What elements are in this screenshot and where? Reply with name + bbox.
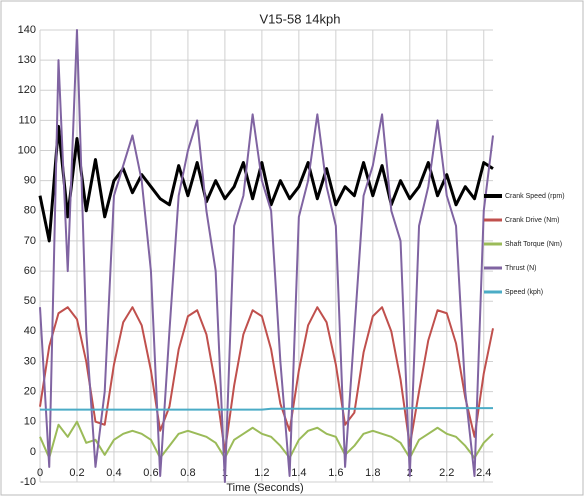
- series-line: [39, 306, 494, 453]
- y-tick-label: 90: [24, 175, 36, 187]
- x-tick-label: 1.8: [365, 467, 380, 479]
- chart-title: V15-58 14kph: [260, 11, 341, 26]
- x-tick-label: 1.2: [254, 467, 269, 479]
- y-tick-label: 140: [18, 24, 36, 36]
- y-tick-label: 30: [24, 355, 36, 367]
- y-tick-label: -10: [20, 476, 36, 488]
- x-tick-label: 1.4: [291, 467, 306, 479]
- series-line: [39, 29, 494, 483]
- legend-label: Crank Speed (rpm): [505, 193, 565, 200]
- legend-label: Thrust (N): [505, 265, 537, 272]
- x-tick-label: 2.2: [439, 467, 454, 479]
- x-tick-label: 0.8: [180, 467, 195, 479]
- legend-label: Speed (kph): [505, 289, 543, 296]
- y-tick-label: 50: [24, 295, 36, 307]
- series-line: [40, 407, 493, 411]
- y-tick-label: 100: [18, 144, 36, 156]
- legend-label: Crank Drive (Nm): [505, 217, 559, 224]
- x-axis-label: Time (Seconds): [226, 482, 303, 494]
- series-line: [39, 420, 494, 459]
- y-tick-label: 120: [18, 84, 36, 96]
- x-tick-label: 0.2: [69, 467, 84, 479]
- y-tick-label: 20: [24, 386, 36, 398]
- legend-label: Shaft Torque (Nm): [505, 241, 562, 248]
- y-tick-label: 40: [24, 325, 36, 337]
- x-tick-label: 2.4: [476, 467, 491, 479]
- y-tick-label: 80: [24, 205, 36, 217]
- series-line: [38, 124, 494, 243]
- y-tick-label: 0: [30, 446, 36, 458]
- x-tick-label: 0.6: [143, 467, 158, 479]
- y-tick-label: 60: [24, 265, 36, 277]
- y-tick-label: 130: [18, 54, 36, 66]
- x-tick-label: 0: [37, 467, 43, 479]
- x-tick-label: 0.4: [106, 467, 121, 479]
- y-tick-label: 110: [18, 114, 36, 126]
- x-tick-label: 1.6: [328, 467, 343, 479]
- y-tick-label: 70: [24, 235, 36, 247]
- y-tick-label: 10: [24, 416, 36, 428]
